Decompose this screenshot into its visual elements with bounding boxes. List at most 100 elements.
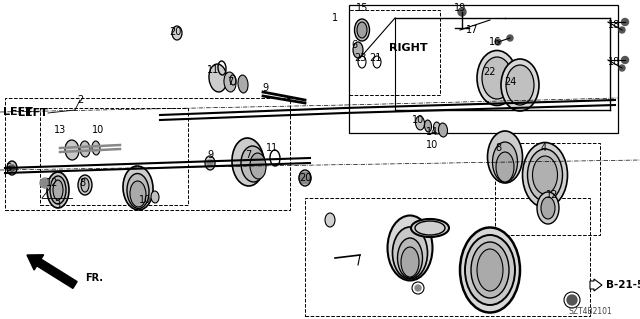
Ellipse shape (424, 120, 431, 132)
Text: 5: 5 (5, 163, 11, 173)
Ellipse shape (80, 141, 90, 157)
Ellipse shape (205, 156, 215, 170)
Text: 16: 16 (489, 37, 501, 47)
Text: 6: 6 (351, 40, 357, 50)
Ellipse shape (65, 140, 79, 160)
Ellipse shape (81, 178, 89, 192)
Text: 15: 15 (356, 3, 368, 13)
Text: 23: 23 (354, 53, 366, 63)
Text: 20: 20 (299, 173, 311, 183)
Text: 1: 1 (332, 13, 338, 23)
Text: 10: 10 (412, 115, 424, 125)
Ellipse shape (47, 172, 69, 208)
Ellipse shape (411, 219, 449, 237)
Text: 14: 14 (426, 127, 438, 137)
Text: 20: 20 (169, 27, 181, 37)
Bar (495, 143, 600, 235)
Bar (305, 198, 590, 316)
FancyArrow shape (27, 255, 77, 288)
Ellipse shape (537, 192, 559, 224)
Bar (5, 98, 290, 210)
Text: 9: 9 (262, 83, 268, 93)
Text: LEFT: LEFT (3, 107, 33, 117)
Circle shape (40, 178, 50, 188)
Text: 9: 9 (207, 150, 213, 160)
Circle shape (9, 165, 15, 171)
Text: 24: 24 (504, 77, 516, 87)
Ellipse shape (496, 152, 514, 182)
Ellipse shape (397, 238, 422, 278)
Ellipse shape (238, 75, 248, 93)
Text: 11: 11 (207, 65, 219, 75)
Ellipse shape (522, 143, 568, 207)
Ellipse shape (392, 227, 428, 279)
Ellipse shape (232, 138, 264, 186)
Ellipse shape (7, 161, 17, 175)
Circle shape (619, 27, 625, 33)
Ellipse shape (465, 235, 515, 305)
Text: B-21-5: B-21-5 (606, 280, 640, 290)
Circle shape (207, 160, 213, 166)
Text: 21: 21 (369, 53, 381, 63)
Ellipse shape (477, 249, 503, 291)
Circle shape (458, 8, 466, 16)
Circle shape (621, 56, 628, 63)
Ellipse shape (325, 213, 335, 227)
Ellipse shape (506, 65, 534, 105)
Ellipse shape (250, 153, 266, 179)
Ellipse shape (78, 175, 92, 195)
Circle shape (173, 29, 181, 37)
Ellipse shape (127, 174, 149, 209)
Ellipse shape (488, 131, 522, 183)
Text: 4: 4 (541, 143, 547, 153)
Text: SZT4B2101: SZT4B2101 (568, 308, 612, 316)
Ellipse shape (471, 242, 509, 298)
Text: 12: 12 (546, 190, 558, 200)
Text: 7: 7 (245, 150, 251, 160)
Circle shape (621, 19, 628, 26)
Ellipse shape (527, 149, 563, 201)
Bar (349, 10, 440, 95)
Text: 8: 8 (79, 178, 85, 188)
Ellipse shape (438, 123, 447, 137)
Ellipse shape (493, 142, 518, 182)
Ellipse shape (387, 216, 433, 280)
Ellipse shape (357, 22, 367, 38)
Ellipse shape (130, 181, 146, 207)
Bar (349, 5, 618, 133)
Text: 3: 3 (54, 200, 60, 210)
Ellipse shape (224, 72, 236, 92)
Circle shape (495, 39, 501, 45)
Ellipse shape (433, 122, 440, 134)
Text: RIGHT: RIGHT (388, 43, 428, 53)
Text: 12: 12 (46, 178, 58, 188)
Text: 11: 11 (266, 143, 278, 153)
Ellipse shape (541, 197, 555, 219)
Circle shape (415, 285, 421, 291)
Text: FR.: FR. (85, 273, 103, 283)
Text: 17: 17 (466, 25, 478, 35)
Text: 22: 22 (484, 67, 496, 77)
Bar (40, 108, 188, 205)
FancyArrow shape (590, 279, 602, 291)
Text: 18: 18 (608, 57, 620, 67)
Ellipse shape (92, 141, 100, 155)
Ellipse shape (241, 146, 265, 182)
Ellipse shape (172, 26, 182, 40)
Text: 10: 10 (139, 195, 151, 205)
Ellipse shape (209, 64, 227, 92)
Circle shape (567, 295, 577, 305)
Ellipse shape (501, 59, 539, 111)
Text: 19: 19 (454, 3, 466, 13)
Text: 7: 7 (227, 77, 233, 87)
Ellipse shape (415, 116, 424, 130)
Circle shape (299, 172, 311, 184)
Ellipse shape (151, 191, 159, 203)
Ellipse shape (477, 50, 517, 106)
Text: 10: 10 (426, 140, 438, 150)
Text: 13: 13 (54, 125, 66, 135)
Ellipse shape (355, 19, 369, 41)
Text: 2: 2 (77, 95, 83, 105)
Text: 10: 10 (92, 125, 104, 135)
Text: 18: 18 (608, 20, 620, 30)
